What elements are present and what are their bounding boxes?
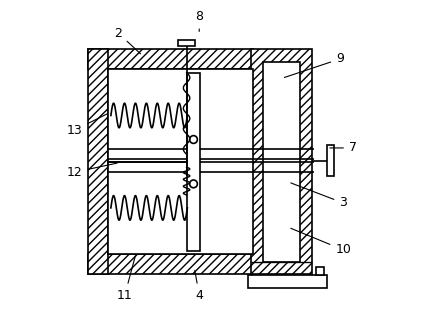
Text: 10: 10	[291, 228, 351, 256]
Text: 2: 2	[115, 27, 141, 54]
Text: 4: 4	[195, 270, 203, 302]
Text: 7: 7	[330, 141, 357, 154]
Bar	[108, 69, 253, 254]
Circle shape	[190, 180, 197, 188]
Bar	[88, 49, 253, 69]
Circle shape	[190, 136, 197, 143]
Bar	[248, 276, 327, 288]
Text: 9: 9	[284, 52, 344, 77]
Bar	[263, 61, 300, 262]
Bar	[88, 49, 108, 274]
Bar	[251, 49, 312, 274]
Text: 13: 13	[67, 113, 108, 136]
Bar	[88, 254, 253, 274]
Bar	[178, 40, 195, 46]
Text: 3: 3	[291, 183, 347, 209]
Bar	[327, 145, 334, 176]
Text: 8: 8	[195, 10, 203, 32]
Text: 11: 11	[117, 256, 135, 302]
Bar	[187, 72, 200, 251]
Bar	[316, 267, 324, 276]
Text: 12: 12	[67, 163, 117, 179]
